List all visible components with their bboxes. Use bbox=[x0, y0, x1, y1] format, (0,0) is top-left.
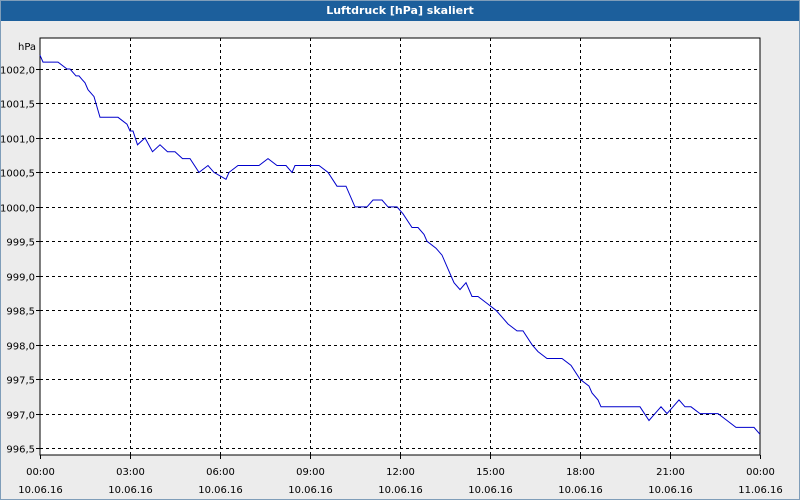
y-tick-label: 997,0 bbox=[6, 411, 35, 422]
y-tick-label: 998,0 bbox=[6, 342, 35, 353]
x-tick-date: 10.06.16 bbox=[558, 485, 603, 496]
x-tick-date: 11.06.16 bbox=[738, 485, 783, 496]
y-axis-ticks: 1002,0 1001,5 1001,0 1000,5 1000,0 999,5 999,0… bbox=[0, 66, 40, 456]
x-tick-time: 00:00 bbox=[746, 467, 775, 478]
y-tick-label: 997,5 bbox=[6, 376, 35, 387]
y-tick-label: 999,5 bbox=[6, 238, 35, 249]
y-tick-label: 1000,5 bbox=[0, 169, 35, 180]
x-tick-date: 10.06.16 bbox=[18, 485, 63, 496]
x-tick-time: 00:00 bbox=[26, 467, 55, 478]
x-tick-time: 21:00 bbox=[656, 467, 685, 478]
x-tick-date: 10.06.16 bbox=[108, 485, 153, 496]
x-tick-time: 06:00 bbox=[206, 467, 235, 478]
y-tick-label: 998,5 bbox=[6, 307, 35, 318]
y-tick-label: 999,0 bbox=[6, 273, 35, 284]
x-tick-time: 18:00 bbox=[566, 467, 595, 478]
x-tick-date: 10.06.16 bbox=[648, 485, 693, 496]
grid-lines bbox=[40, 38, 760, 455]
x-tick-date: 10.06.16 bbox=[198, 485, 243, 496]
x-tick-time: 12:00 bbox=[386, 467, 415, 478]
y-tick-label: 1001,5 bbox=[0, 100, 35, 111]
x-tick-date: 10.06.16 bbox=[468, 485, 513, 496]
x-tick-date: 10.06.16 bbox=[378, 485, 423, 496]
x-axis-ticks: 00:00 10.06.16 03:00 10.06.16 06:00 10.06.16 0… bbox=[18, 455, 783, 496]
x-tick-time: 09:00 bbox=[296, 467, 325, 478]
plot-area bbox=[39, 37, 761, 456]
y-tick-label: 1001,0 bbox=[0, 135, 35, 146]
pressure-series-line bbox=[39, 55, 761, 435]
x-tick-time: 15:00 bbox=[476, 467, 505, 478]
y-tick-label: 996,5 bbox=[6, 445, 35, 456]
y-axis-unit: hPa bbox=[18, 42, 36, 53]
x-tick-date: 10.06.16 bbox=[288, 485, 333, 496]
y-tick-label: 1000,0 bbox=[0, 204, 35, 215]
y-tick-label: 1002,0 bbox=[0, 66, 35, 77]
x-tick-time: 03:00 bbox=[116, 467, 145, 478]
window-title: Luftdruck [hPa] skaliert bbox=[1, 1, 799, 21]
